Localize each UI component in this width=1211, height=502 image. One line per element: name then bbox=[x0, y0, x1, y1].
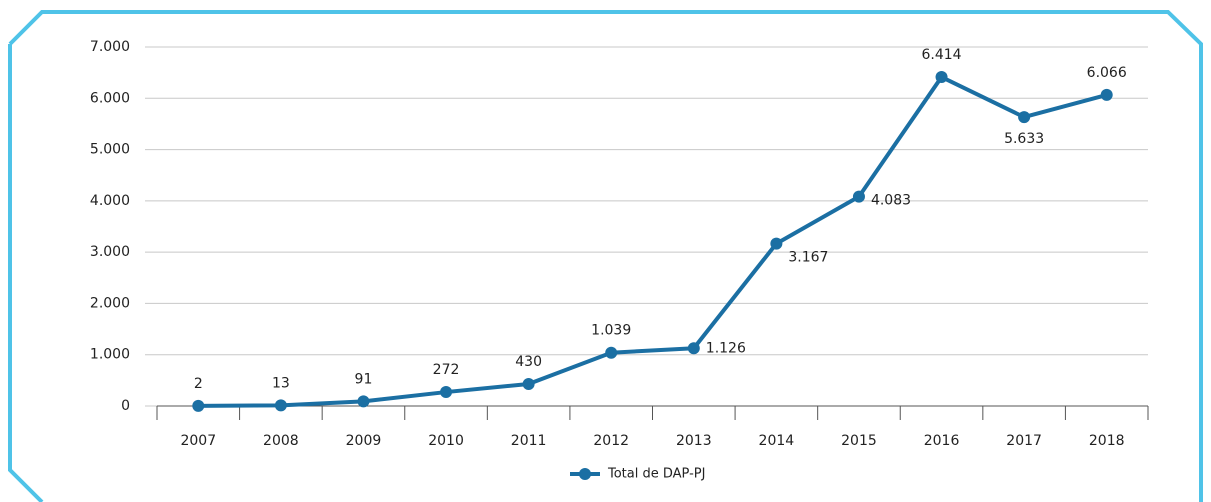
marker bbox=[687, 342, 700, 355]
data-label: 3.167 bbox=[788, 250, 828, 266]
legend-marker bbox=[579, 468, 591, 480]
data-label: 13 bbox=[272, 375, 290, 391]
y-tick-label: 7.000 bbox=[90, 39, 130, 55]
data-label: 1.039 bbox=[591, 323, 631, 339]
x-tick-label: 2010 bbox=[428, 433, 464, 449]
marker bbox=[357, 395, 370, 408]
x-tick-label: 2018 bbox=[1089, 433, 1125, 449]
y-tick-label: 2.000 bbox=[90, 295, 130, 311]
x-tick-label: 2013 bbox=[676, 433, 712, 449]
data-label: 6.066 bbox=[1087, 65, 1127, 81]
y-tick-label: 3.000 bbox=[90, 244, 130, 260]
data-label: 91 bbox=[355, 371, 373, 387]
marker bbox=[192, 399, 205, 412]
x-tick-label: 2011 bbox=[511, 433, 547, 449]
x-tick-label: 2014 bbox=[759, 433, 795, 449]
marker bbox=[852, 190, 865, 203]
marker bbox=[274, 399, 287, 412]
legend-label: Total de DAP-PJ bbox=[607, 467, 705, 482]
marker bbox=[605, 346, 618, 359]
x-tick-label: 2009 bbox=[346, 433, 382, 449]
data-label: 5.633 bbox=[1004, 131, 1044, 147]
marker bbox=[770, 237, 783, 250]
marker bbox=[522, 377, 535, 390]
x-tick-label: 2015 bbox=[841, 433, 877, 449]
data-label: 6.414 bbox=[921, 47, 961, 63]
data-label: 272 bbox=[433, 362, 460, 378]
data-label: 430 bbox=[515, 354, 542, 370]
y-tick-label: 6.000 bbox=[90, 90, 130, 106]
data-label: 2 bbox=[194, 376, 203, 392]
line bbox=[198, 75, 1108, 408]
y-tick-label: 4.000 bbox=[90, 193, 130, 209]
marker bbox=[1018, 111, 1031, 124]
marker bbox=[1100, 88, 1113, 101]
x-tick-label: 2008 bbox=[263, 433, 299, 449]
x-tick-label: 2012 bbox=[593, 433, 629, 449]
marker bbox=[440, 386, 453, 399]
data-label: 1.126 bbox=[706, 340, 746, 356]
x-tick-label: 2017 bbox=[1006, 433, 1042, 449]
x-tick-label: 2016 bbox=[924, 433, 960, 449]
data-label: 4.083 bbox=[871, 193, 911, 209]
frame bbox=[8, 10, 1203, 502]
marker bbox=[935, 71, 948, 84]
x-tick-label: 2007 bbox=[180, 433, 216, 449]
y-tick-label: 5.000 bbox=[90, 142, 130, 158]
y-tick-label: 0 bbox=[121, 398, 130, 414]
y-tick-label: 1.000 bbox=[90, 347, 130, 363]
